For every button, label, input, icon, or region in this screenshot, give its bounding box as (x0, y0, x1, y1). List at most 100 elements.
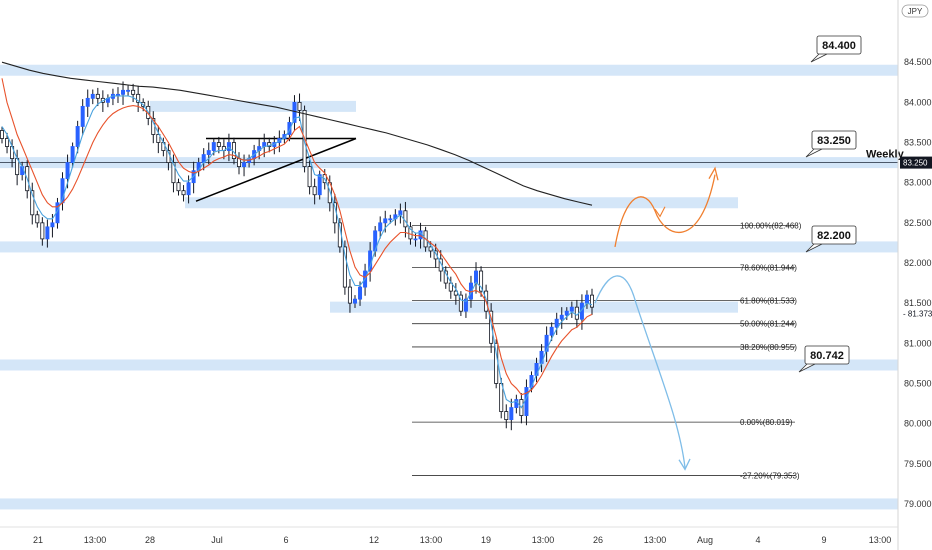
ema-slow-line (1, 78, 593, 396)
candle-body (544, 334, 549, 352)
candle-body (569, 306, 574, 312)
candle-body (292, 101, 297, 123)
callout-label: 84.400 (822, 40, 856, 52)
candle-body (136, 93, 141, 103)
zone-band (185, 197, 738, 209)
candle-body (287, 122, 292, 135)
candle-body (549, 326, 554, 336)
zone-band (0, 498, 898, 510)
candle-body (181, 190, 186, 196)
candle-body (156, 134, 161, 143)
x-tick-label: 9 (821, 535, 826, 545)
fib-label: -27.20%(79.353) (740, 472, 800, 481)
time-axis[interactable]: 21 13:00 28 Jul 6 12 13:00 19 13:00 26 13:00 Aug 4 9 1… (0, 526, 898, 545)
x-tick-label: 26 (593, 535, 603, 545)
candle-body (559, 314, 564, 320)
candle-body (317, 174, 322, 196)
candle-body (226, 142, 231, 151)
candle-body (584, 294, 589, 304)
bearish-projection-path (594, 275, 686, 468)
candle-body (504, 411, 509, 421)
zone-band (0, 241, 898, 253)
candle-body (30, 190, 35, 216)
candle-body (5, 138, 10, 147)
price-axis[interactable]: 84.500 84.000 83.500 83.000 82.500 82.000 81.5… (897, 0, 932, 550)
zone-band (330, 301, 738, 313)
x-tick-label: 28 (145, 535, 155, 545)
candle-body (206, 150, 211, 155)
candle-body (524, 387, 529, 416)
candle-body (554, 318, 559, 328)
candle-body (85, 97, 90, 107)
y-tick-label: 82.500 (904, 218, 932, 228)
candle-body (95, 93, 100, 99)
candle-body (352, 298, 357, 304)
x-tick-label: 13:00 (420, 535, 443, 545)
fib-label: 38.20%(80.955) (740, 343, 797, 352)
x-tick-label: 21 (33, 535, 43, 545)
candle-body (438, 258, 443, 272)
callout-box (811, 225, 857, 245)
y-tick-label: 84.500 (904, 57, 932, 67)
y-tick-label: 82.000 (904, 258, 932, 268)
candle-body (347, 286, 352, 304)
callout-label: 80.742 (810, 350, 844, 362)
candle-body (282, 134, 287, 139)
candle-body (267, 142, 272, 147)
fib-label: 50.00%(81.244) (740, 320, 797, 329)
y-tick-label: 79.500 (904, 459, 932, 469)
x-tick-label: 12 (369, 535, 379, 545)
x-tick-label: 4 (755, 535, 760, 545)
projection-arrows (594, 166, 719, 471)
callout-pointer (805, 243, 823, 253)
candle-body (474, 270, 479, 284)
candle-body (458, 294, 463, 312)
x-tick-label: 13:00 (869, 535, 892, 545)
y-tick-label: 79.000 (904, 499, 932, 509)
candle-body (186, 182, 191, 196)
moving-averages (1, 61, 593, 409)
callout-label: 83.250 (817, 135, 851, 147)
fib-label: 100.00%(82.468) (740, 221, 802, 230)
symbol-label: JPY (908, 7, 923, 16)
fib-label: 0.00%(80.019) (740, 418, 793, 427)
callout-box (804, 345, 850, 365)
fib-label: 78.60%(81.944) (740, 263, 797, 272)
weekly-label: Weekly (866, 149, 905, 161)
candle-body (121, 89, 126, 95)
candle-body (509, 407, 514, 421)
candle-body (0, 130, 4, 139)
level-callouts: 84.400 83.250 82.200 80.742 (798, 35, 862, 373)
candle-body (463, 298, 468, 312)
price-badge-label: - 81.373 (903, 309, 932, 318)
candle-body (90, 93, 95, 99)
candle-body (489, 310, 494, 344)
candle-body (171, 162, 176, 184)
x-tick-label: Jul (211, 535, 223, 545)
bearish-arrowhead (678, 458, 691, 471)
y-tick-label: 80.500 (904, 378, 932, 388)
x-tick-label: 13:00 (84, 535, 107, 545)
zone-band (150, 100, 356, 112)
zone-band (0, 64, 898, 76)
ema-fast-line (1, 95, 593, 409)
x-tick-label: 13:00 (532, 535, 555, 545)
candle-body (408, 226, 413, 240)
triangle-lower-line (195, 137, 357, 202)
candle-body (237, 158, 242, 168)
bullish-arrowhead (708, 166, 719, 181)
candle-body (403, 210, 408, 228)
y-tick-label: 80.000 (904, 419, 932, 429)
candle-body (75, 126, 80, 147)
candle-body (358, 286, 363, 300)
x-tick-label: 6 (283, 535, 288, 545)
candle-body (40, 222, 45, 240)
candle-body (433, 250, 438, 260)
candle-body (479, 270, 484, 292)
callout-pointer (798, 363, 816, 373)
candle-body (413, 238, 418, 241)
candle-body (297, 101, 302, 111)
y-tick-label: 81.000 (904, 338, 932, 348)
sma-long-line (1, 61, 593, 206)
